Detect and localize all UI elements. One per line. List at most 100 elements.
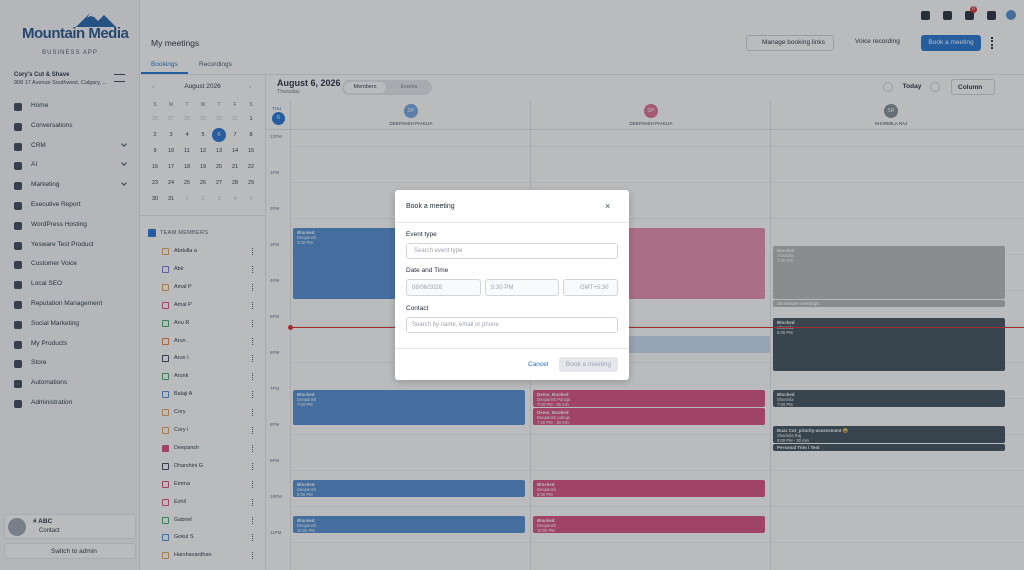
calendar-day[interactable]: 15 xyxy=(247,148,255,154)
member-checkbox[interactable] xyxy=(162,409,169,417)
member-menu[interactable] xyxy=(252,265,253,273)
today-button[interactable]: Today xyxy=(902,83,922,90)
event[interactable]: Blocked Deepansh 10:00 PM xyxy=(533,516,765,533)
member-menu[interactable] xyxy=(252,498,253,506)
member-menu[interactable] xyxy=(252,444,253,452)
member-menu[interactable] xyxy=(252,319,253,327)
toggle-option[interactable]: Members xyxy=(344,82,386,93)
member-checkbox[interactable] xyxy=(162,355,169,363)
next-day[interactable] xyxy=(930,82,940,92)
calendar-day[interactable]: 31 xyxy=(167,196,175,202)
time-select[interactable]: 5:30 PM xyxy=(485,279,559,296)
member-menu[interactable] xyxy=(252,409,253,417)
calendar-day[interactable]: 24 xyxy=(167,180,175,186)
member-checkbox[interactable] xyxy=(162,265,169,273)
event-type-input[interactable]: Search event type xyxy=(406,243,618,259)
modal-close[interactable]: × xyxy=(605,201,611,211)
user-card[interactable]: # ABC Contact xyxy=(4,514,136,539)
submit-button[interactable]: Book a meeting xyxy=(559,357,618,372)
member-menu[interactable] xyxy=(252,391,253,399)
nav-item[interactable]: Store xyxy=(6,357,134,371)
nav-item[interactable]: Customer Voice xyxy=(6,258,134,272)
member-checkbox[interactable] xyxy=(162,462,169,470)
prev-day[interactable] xyxy=(883,82,893,92)
member-menu[interactable] xyxy=(252,355,253,363)
cart-icon[interactable] xyxy=(921,11,930,20)
nav-item[interactable]: AI xyxy=(6,159,134,173)
calendar-day[interactable]: 26 xyxy=(151,116,159,122)
calendar-day[interactable]: 28 xyxy=(231,180,239,186)
calendar-day[interactable]: 2 xyxy=(201,196,205,202)
bell-icon[interactable] xyxy=(965,11,974,20)
calendar-day[interactable]: 2 xyxy=(153,132,157,138)
calendar-day[interactable]: 17 xyxy=(167,164,175,170)
book-button[interactable]: Book a meeting xyxy=(921,35,981,51)
timezone[interactable]: GMT+5:30 xyxy=(563,279,618,296)
nav-item[interactable]: Executive Report xyxy=(6,199,134,213)
calendar-day[interactable]: 28 xyxy=(183,116,191,122)
calendar-day[interactable]: 27 xyxy=(167,116,175,122)
voice-recording-button[interactable]: Voice recording xyxy=(840,35,916,51)
switch-admin[interactable]: Switch to admin xyxy=(4,543,136,559)
member-checkbox[interactable] xyxy=(162,480,169,488)
member-checkbox[interactable] xyxy=(162,444,169,452)
cancel-button[interactable]: Cancel xyxy=(528,361,549,368)
calendar-day[interactable]: 14 xyxy=(231,148,239,154)
calendar-day[interactable]: 18 xyxy=(183,164,191,170)
calendar-day[interactable]: 1 xyxy=(185,196,189,202)
member-checkbox[interactable] xyxy=(162,427,169,434)
profile-avatar[interactable] xyxy=(1006,10,1016,20)
member-checkbox[interactable] xyxy=(162,516,169,524)
member-menu[interactable] xyxy=(252,480,253,488)
member-checkbox[interactable] xyxy=(162,301,169,309)
event[interactable]: Blocked Deepansh 9:00 PM xyxy=(293,480,525,497)
event[interactable]: Blocked Deepansh 9:00 PM xyxy=(533,480,765,497)
member-checkbox[interactable] xyxy=(162,373,169,381)
calendar-day[interactable]: 3 xyxy=(169,132,173,138)
nav-item[interactable]: CRM xyxy=(6,140,134,154)
calendar-day[interactable]: 30 xyxy=(215,116,223,122)
apps-icon[interactable] xyxy=(987,11,996,20)
prev-month[interactable]: ‹ xyxy=(152,84,155,91)
calendar-day[interactable]: 5 xyxy=(249,196,253,202)
member-menu[interactable] xyxy=(252,301,253,309)
member-checkbox[interactable] xyxy=(162,534,169,542)
member-menu[interactable] xyxy=(252,337,253,345)
member-checkbox[interactable] xyxy=(162,248,169,255)
tab[interactable]: Bookings xyxy=(151,61,178,68)
tab[interactable]: Recordings xyxy=(199,61,232,68)
member-menu[interactable] xyxy=(252,283,253,291)
nav-item[interactable]: Automations xyxy=(6,377,134,391)
calendar-day[interactable]: 3 xyxy=(217,196,221,202)
calendar-day[interactable]: 31 xyxy=(231,116,239,122)
calendar-day[interactable]: 29 xyxy=(199,116,207,122)
more-menu[interactable] xyxy=(991,37,994,49)
nav-item[interactable]: Marketing xyxy=(6,179,134,193)
calendar-day[interactable]: 1 xyxy=(249,116,253,122)
member-checkbox[interactable] xyxy=(162,319,169,327)
video-icon[interactable] xyxy=(943,11,952,20)
switch-location[interactable] xyxy=(114,74,125,82)
event[interactable]: 15 minute meetings xyxy=(773,300,1005,307)
event[interactable]: Blocked Sharmila 3:00 PM xyxy=(773,246,1005,299)
date-input[interactable]: 08/06/2026 xyxy=(406,279,481,296)
calendar-day[interactable]: 27 xyxy=(215,180,223,186)
event[interactable]: Demo_Booked Deepansh pahuja 7:30 PM - 30 m… xyxy=(533,408,765,425)
member-checkbox[interactable] xyxy=(162,552,169,560)
view-select[interactable]: Column xyxy=(951,79,995,95)
event[interactable]: BlockedSharmila5:00 PM xyxy=(773,318,1005,371)
nav-item[interactable]: Social Marketing xyxy=(6,318,134,332)
member-checkbox[interactable] xyxy=(162,283,169,291)
event[interactable]: Personal Trim / Test xyxy=(773,444,1005,451)
calendar-day[interactable]: 5 xyxy=(201,132,205,138)
member-checkbox[interactable] xyxy=(162,498,169,506)
calendar-day[interactable]: 9 xyxy=(153,148,157,154)
calendar-day[interactable]: 10 xyxy=(167,148,175,154)
contact-input[interactable]: Search by name, email or phone xyxy=(406,317,618,333)
nav-item[interactable]: Administration xyxy=(6,397,134,411)
calendar-day[interactable]: 12 xyxy=(199,148,207,154)
calendar-day[interactable]: 13 xyxy=(215,148,223,154)
member-menu[interactable] xyxy=(252,373,253,381)
event[interactable]: Blocked Sharmila 7:00 PM xyxy=(773,390,1005,407)
calendar-day[interactable]: 19 xyxy=(199,164,207,170)
